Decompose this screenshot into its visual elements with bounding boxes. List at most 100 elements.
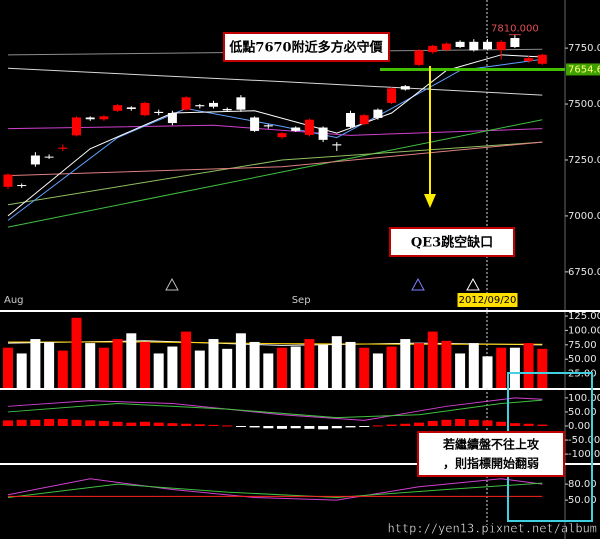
- candle-body: [263, 125, 273, 127]
- bar: [290, 346, 301, 388]
- bar: [85, 343, 96, 388]
- candle-body: [441, 43, 451, 50]
- candle-body: [332, 144, 342, 146]
- indicator-line: [7, 119, 543, 228]
- bar: [400, 339, 411, 388]
- bar: [98, 420, 109, 426]
- watermark: http://yen13.pixnet.net/album: [387, 522, 597, 536]
- y-tick-label: 50.00: [568, 495, 597, 506]
- bar: [345, 426, 356, 428]
- last-price-label: 7654.6: [568, 64, 600, 75]
- candle-body: [17, 185, 27, 187]
- bar: [359, 347, 370, 388]
- y-tick-label: 50.00: [568, 407, 597, 418]
- bar: [318, 426, 329, 430]
- candle-body: [154, 111, 164, 113]
- y-tick-label: 100.00: [568, 325, 600, 336]
- candle-body: [236, 97, 246, 110]
- y-tick-label: 100.00: [568, 393, 600, 404]
- x-tick-label: Sep: [292, 295, 311, 306]
- indicator-line: [7, 67, 543, 96]
- bar: [181, 331, 192, 388]
- y-tick-label: 80.00: [568, 479, 597, 490]
- candle-body: [209, 102, 218, 107]
- candle-body: [428, 45, 438, 53]
- annotation-box: [223, 32, 390, 62]
- x-tick-label: 2012/09/20: [459, 295, 517, 306]
- bar: [400, 423, 411, 426]
- candle-body: [181, 97, 191, 110]
- annotation: 若繼續盤不往上攻: [442, 437, 540, 452]
- bar: [263, 426, 274, 429]
- bar: [509, 423, 520, 426]
- bar: [208, 424, 219, 426]
- y-tick-label: -50.00: [568, 435, 600, 446]
- arrow-head: [424, 194, 436, 208]
- candle-body: [99, 116, 109, 120]
- bar: [235, 333, 246, 388]
- candle-body: [140, 102, 150, 116]
- candle-body: [58, 147, 68, 149]
- bar: [537, 348, 548, 388]
- bar: [222, 425, 233, 427]
- indicator-line: [7, 54, 543, 217]
- candle-body: [483, 41, 492, 50]
- candle-body: [44, 156, 54, 158]
- y-tick-label: 50.00: [568, 354, 597, 365]
- bar: [71, 317, 82, 388]
- bar: [112, 421, 123, 426]
- bar: [386, 424, 397, 426]
- bar: [153, 422, 164, 426]
- bar: [496, 347, 507, 388]
- candle-body: [400, 86, 410, 90]
- bar: [290, 426, 301, 429]
- bar: [16, 419, 27, 426]
- indicator-line: [7, 397, 543, 421]
- bar: [441, 419, 452, 426]
- indicator-line: [7, 141, 543, 177]
- bar: [57, 418, 68, 426]
- bar: [85, 420, 96, 426]
- y-tick-label: 7500.00: [568, 99, 600, 110]
- crosshair-date-bg: [457, 293, 518, 307]
- bar: [249, 341, 260, 388]
- candle-body: [30, 155, 40, 165]
- bar: [3, 347, 13, 388]
- bar: [16, 353, 27, 388]
- bar: [414, 422, 424, 426]
- bar: [331, 336, 342, 388]
- candle-body: [524, 58, 534, 62]
- bar: [537, 424, 548, 426]
- annotation: QE3跳空缺口: [411, 235, 493, 251]
- marker: [466, 277, 480, 291]
- y-tick-label: 0.00: [568, 421, 590, 432]
- bar: [468, 419, 479, 426]
- candle-body: [277, 133, 287, 138]
- indicator-line: [7, 124, 543, 136]
- bar: [345, 341, 356, 388]
- candle-body: [373, 109, 383, 118]
- bar: [263, 353, 274, 388]
- bar: [372, 353, 383, 388]
- bar: [30, 339, 41, 388]
- y-tick-label: 25.00: [568, 369, 597, 380]
- candle-body: [387, 88, 397, 103]
- bar: [318, 344, 329, 388]
- bar: [194, 424, 205, 426]
- bar: [359, 426, 370, 427]
- bar: [455, 353, 466, 388]
- bar: [235, 426, 246, 427]
- bar: [44, 341, 55, 388]
- x-tick-label: Aug: [4, 295, 24, 306]
- candle-body: [3, 174, 13, 187]
- candle-body: [359, 115, 369, 125]
- plot-layer: 7750.00 7500.00 7250.00 7000.00 6750.00 Aug Se…: [3, 24, 600, 506]
- bar: [57, 350, 68, 388]
- bar: [126, 422, 137, 426]
- annotation: ，則指標開始翻弱: [443, 456, 539, 471]
- candle-body: [304, 119, 314, 135]
- bar: [455, 418, 466, 426]
- bar: [304, 339, 315, 388]
- candle-body: [455, 41, 465, 47]
- bar: [372, 425, 383, 427]
